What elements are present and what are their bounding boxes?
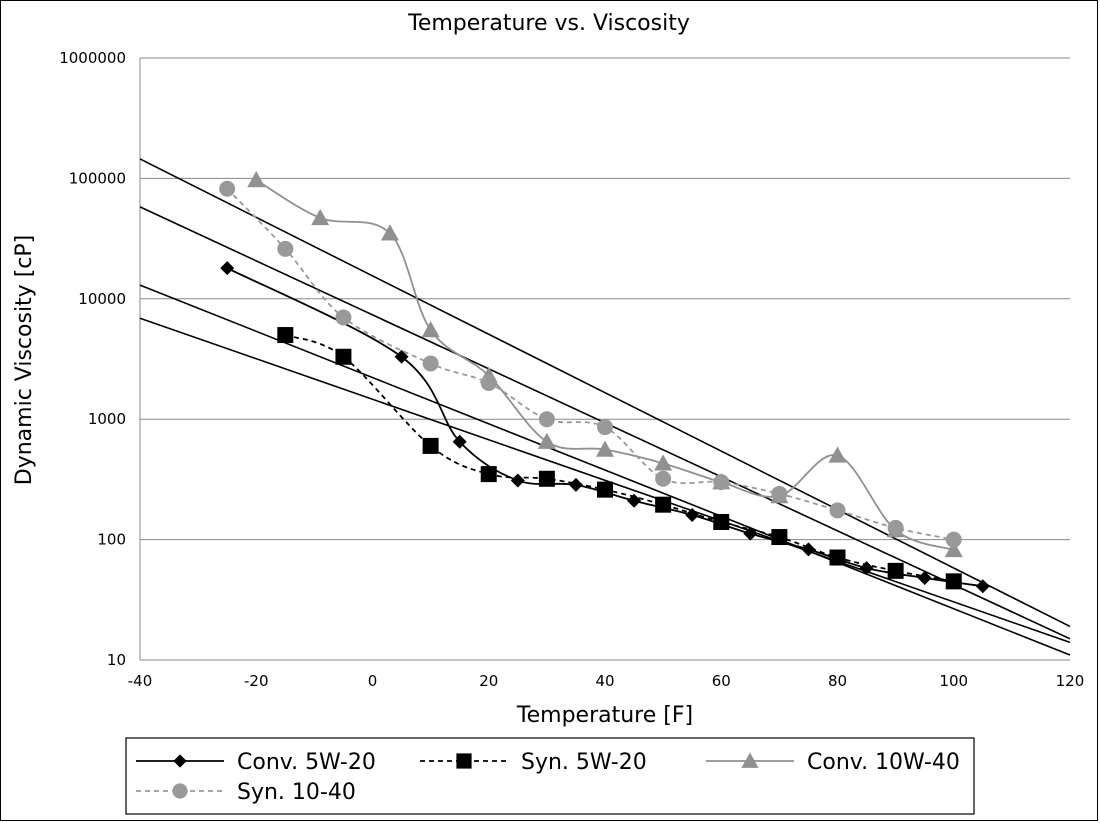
point-1-6 [655, 496, 672, 513]
point-1-7 [713, 514, 730, 531]
x-tick-label-1: -20 [244, 672, 269, 690]
point-3-4 [480, 374, 497, 391]
point-2-5 [537, 432, 556, 449]
point-0-6 [685, 508, 700, 523]
legend-label-2: Conv. 10W-40 [807, 750, 960, 775]
point-2-12 [944, 540, 963, 558]
x-tick-label-7: 100 [939, 672, 968, 690]
point-3-5 [538, 411, 555, 428]
series-3 [219, 180, 962, 548]
point-3-11 [887, 519, 904, 536]
point-3-0 [219, 180, 236, 197]
point-1-2 [422, 437, 439, 454]
x-tick-label-8: 120 [1056, 672, 1085, 690]
series-group [219, 170, 990, 594]
legend-marker-2 [741, 752, 759, 768]
trendline-0 [139, 158, 1071, 628]
series-2 [247, 170, 963, 558]
legend-marker-0 [173, 754, 187, 768]
point-3-7 [655, 470, 672, 487]
point-0-3 [510, 473, 525, 488]
point-2-2 [380, 224, 399, 241]
x-tick-label-6: 80 [828, 672, 847, 690]
point-0-10 [917, 570, 932, 585]
y-axis-label: Dynamic Viscosity [cP] [12, 235, 37, 485]
point-0-11 [975, 579, 990, 594]
legend-marker-3 [172, 783, 188, 799]
point-2-7 [654, 454, 673, 471]
legend: Conv. 5W-20 Syn. 5W-20 Conv. 10W-40 Syn. 10… [136, 750, 960, 805]
trendline-3 [139, 317, 1071, 644]
trendline-2 [139, 284, 1071, 656]
point-2-0 [247, 170, 266, 188]
chart-title: Temperature vs. Viscosity [407, 11, 690, 36]
point-1-4 [538, 470, 555, 487]
point-0-0 [220, 261, 235, 276]
point-1-8 [771, 529, 788, 546]
point-0-4 [568, 477, 583, 492]
y-tick-label-4: 100000 [69, 169, 126, 187]
legend-marker-1 [456, 753, 472, 769]
y-tick-label-3: 10000 [78, 290, 126, 308]
point-3-1 [277, 240, 294, 257]
x-tick-label-2: 0 [368, 672, 378, 690]
x-tick-label-0: -40 [128, 672, 153, 690]
point-1-0 [277, 327, 294, 344]
point-1-1 [335, 348, 352, 365]
y-tick-label-0: 10 [107, 651, 126, 669]
series-line-1 [284, 334, 954, 583]
legend-label-3: Syn. 10-40 [237, 780, 356, 805]
y-tick-label-2: 1000 [88, 410, 126, 428]
x-tick-label-4: 40 [595, 672, 614, 690]
y-tick-label-1: 100 [97, 531, 126, 549]
point-0-1 [394, 349, 409, 364]
series-0 [220, 261, 990, 594]
point-3-9 [771, 485, 788, 502]
y-tick-labels: 10 100 1000 10000 100000 1000000 [59, 49, 126, 669]
point-2-3 [421, 321, 440, 338]
point-0-5 [627, 493, 642, 508]
legend-label-1: Syn. 5W-20 [521, 750, 647, 775]
point-1-5 [597, 481, 613, 498]
legend-label-0: Conv. 5W-20 [237, 750, 376, 775]
point-2-1 [311, 208, 330, 226]
point-3-12 [945, 531, 962, 548]
trendlines [139, 158, 1071, 656]
point-3-10 [829, 502, 846, 519]
x-axis-label: Temperature [F] [516, 703, 693, 728]
point-1-9 [829, 549, 846, 566]
y-tick-label-5: 1000000 [59, 49, 126, 67]
point-2-10 [828, 446, 847, 463]
x-tick-label-3: 20 [479, 672, 498, 690]
point-3-8 [713, 474, 730, 491]
point-3-2 [335, 309, 352, 326]
point-3-3 [422, 355, 439, 372]
point-0-2 [452, 434, 467, 449]
point-1-3 [480, 466, 497, 483]
point-1-10 [887, 562, 904, 579]
x-tick-label-5: 60 [712, 672, 731, 690]
point-2-6 [596, 440, 614, 457]
gridlines [140, 57, 1070, 661]
series-1 [277, 327, 962, 590]
x-tick-labels: -40 -20 0 20 40 60 80 100 120 [128, 672, 1085, 690]
point-1-11 [945, 573, 962, 590]
point-3-6 [597, 419, 613, 436]
legend-box [125, 737, 975, 815]
